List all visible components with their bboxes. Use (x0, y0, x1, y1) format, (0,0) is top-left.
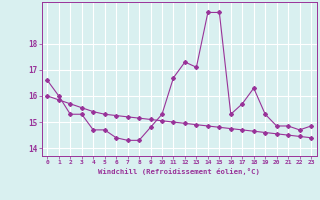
X-axis label: Windchill (Refroidissement éolien,°C): Windchill (Refroidissement éolien,°C) (98, 168, 260, 175)
